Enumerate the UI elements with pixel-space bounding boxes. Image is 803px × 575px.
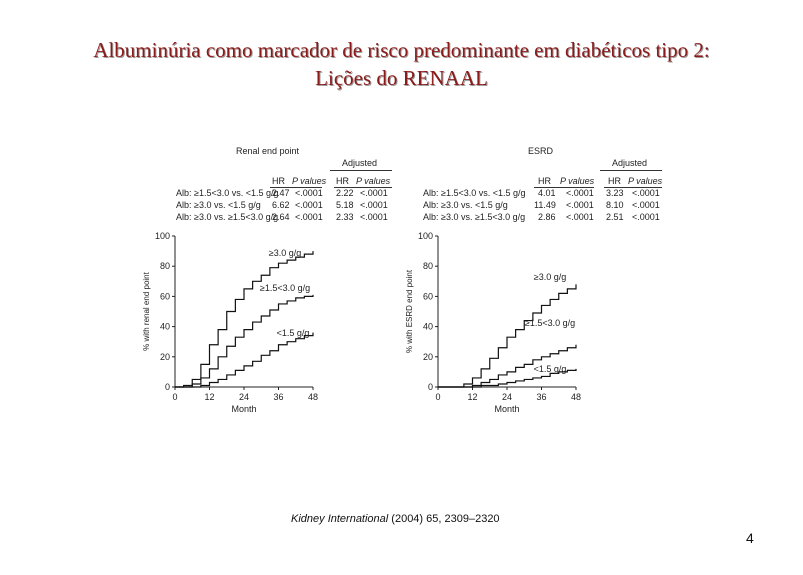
esrd-adj-rule — [604, 187, 662, 188]
renal-row3-adj-p: <.0001 — [360, 212, 388, 222]
y-tick-label: 0 — [165, 382, 170, 392]
y-tick-label: 20 — [160, 352, 170, 362]
y-tick-label: 20 — [423, 352, 433, 362]
esrd-row3-hr: 2.86 — [538, 212, 556, 222]
y-tick-label: 0 — [428, 382, 433, 392]
renal-row2-adj-hr: 5.18 — [336, 200, 354, 210]
x-tick-label: 0 — [172, 392, 177, 402]
renal-row2-label: Alb: ≥3.0 vs. <1.5 g/g — [176, 200, 261, 210]
citation: Kidney International (2004) 65, 2309–232… — [291, 513, 500, 525]
esrd-adjusted-label: Adjusted — [612, 158, 648, 168]
renal-row2-p: <.0001 — [295, 200, 323, 210]
y-tick-label: 60 — [160, 291, 170, 301]
page-number: 4 — [746, 530, 754, 546]
x-tick-label: 24 — [239, 392, 249, 402]
y-axis-label: % with renal end point — [142, 271, 151, 350]
x-tick-label: 12 — [204, 392, 214, 402]
esrd-row1-adj-hr: 3.23 — [606, 188, 624, 198]
esrd-hr-rule — [534, 187, 594, 188]
x-tick-label: 48 — [308, 392, 318, 402]
renal-row1-p: <.0001 — [295, 188, 323, 198]
series-line — [175, 332, 314, 388]
y-tick-label: 40 — [423, 322, 433, 332]
series-label: ≥3.0 g/g — [534, 272, 566, 282]
x-axis-label: Month — [231, 404, 256, 414]
series-label: <1.5 g/g — [534, 364, 567, 374]
renal-hr-rule — [270, 187, 322, 188]
series-label: ≥3.0 g/g — [269, 248, 301, 258]
renal-row2-adj-p: <.0001 — [360, 200, 388, 210]
renal-adj-hr-header: HR — [336, 176, 349, 186]
renal-row1-adj-p: <.0001 — [360, 188, 388, 198]
esrd-row2-adj-hr: 8.10 — [606, 200, 624, 210]
esrd-row2-p: <.0001 — [566, 200, 594, 210]
x-tick-label: 48 — [571, 392, 581, 402]
esrd-adjusted-rule — [600, 170, 662, 171]
renal-adjusted-label: Adjusted — [342, 158, 378, 168]
renal-end-point-chart: 0 20 40 60 80 100 0 12 24 36 48 Month % with renal e… — [142, 231, 318, 414]
slide-title: Albuminúria como marcador de risco predo… — [0, 36, 803, 92]
citation-journal: Kidney International — [291, 513, 389, 525]
renal-hr-header: HR — [272, 176, 285, 186]
renal-row3-p: <.0001 — [295, 212, 323, 222]
x-tick-label: 12 — [467, 392, 477, 402]
x-tick-label: 24 — [502, 392, 512, 402]
slide-title-line2: Lições do RENAAL — [315, 66, 488, 90]
series-label: <1.5 g/g — [277, 328, 310, 338]
esrd-row2-label: Alb: ≥3.0 vs. <1.5 g/g — [423, 200, 508, 210]
y-tick-label: 100 — [155, 231, 170, 241]
y-axis-label: % with ESRD end point — [405, 269, 414, 353]
series-line — [438, 368, 577, 388]
renal-adj-rule — [334, 187, 392, 188]
renal-row3-adj-hr: 2.33 — [336, 212, 354, 222]
esrd-panel-title: ESRD — [528, 146, 554, 156]
renal-row2-hr: 6.62 — [272, 200, 290, 210]
y-tick-label: 80 — [160, 261, 170, 271]
slide-title-line1: Albuminúria como marcador de risco predo… — [93, 38, 710, 62]
series-line — [175, 294, 314, 388]
esrd-row1-p: <.0001 — [566, 188, 594, 198]
renal-row3-hr: 2.64 — [272, 212, 290, 222]
esrd-row3-p: <.0001 — [566, 212, 594, 222]
esrd-row3-label: Alb: ≥3.0 vs. ≥1.5<3.0 g/g — [423, 212, 526, 222]
esrd-row1-label: Alb: ≥1.5<3.0 vs. <1.5 g/g — [423, 188, 526, 198]
x-axis-label: Month — [494, 404, 519, 414]
esrd-row1-adj-p: <.0001 — [632, 188, 660, 198]
y-tick-label: 60 — [423, 291, 433, 301]
series-line — [438, 344, 577, 388]
esrd-adj-hr-header: HR — [608, 176, 621, 186]
esrd-adj-p-header: P values — [628, 176, 663, 186]
citation-details: (2004) 65, 2309–2320 — [388, 513, 500, 525]
x-tick-label: 36 — [536, 392, 546, 402]
renal-row1-label: Alb: ≥1.5<3.0 vs. <1.5 g/g — [176, 188, 279, 198]
esrd-p-header: P values — [560, 176, 595, 186]
series-label: ≥1.5<3.0 g/g — [260, 283, 310, 293]
esrd-row3-adj-hr: 2.51 — [606, 212, 624, 222]
renal-adjusted-rule — [330, 170, 392, 171]
esrd-row3-adj-p: <.0001 — [632, 212, 660, 222]
renal-p-header: P values — [292, 176, 327, 186]
renal-panel-title: Renal end point — [236, 146, 300, 156]
y-tick-label: 100 — [418, 231, 433, 241]
esrd-row2-adj-p: <.0001 — [632, 200, 660, 210]
renal-row1-adj-hr: 2.22 — [336, 188, 354, 198]
y-tick-label: 40 — [160, 322, 170, 332]
renal-row1-hr: 2.47 — [272, 188, 290, 198]
esrd-row2-hr: 11.49 — [534, 200, 556, 210]
y-tick-label: 80 — [423, 261, 433, 271]
renal-row3-label: Alb: ≥3.0 vs. ≥1.5<3.0 g/g — [176, 212, 279, 222]
series-line — [438, 284, 577, 388]
series-label: ≥1.5<3.0 g/g — [525, 318, 575, 328]
x-tick-label: 36 — [273, 392, 283, 402]
x-tick-label: 0 — [435, 392, 440, 402]
esrd-chart: 0 20 40 60 80 100 0 12 24 36 48 Month % with ESRD en… — [405, 231, 581, 414]
renal-adj-p-header: P values — [356, 176, 391, 186]
esrd-row1-hr: 4.01 — [538, 188, 556, 198]
esrd-hr-header: HR — [538, 176, 551, 186]
series-line — [175, 251, 314, 388]
